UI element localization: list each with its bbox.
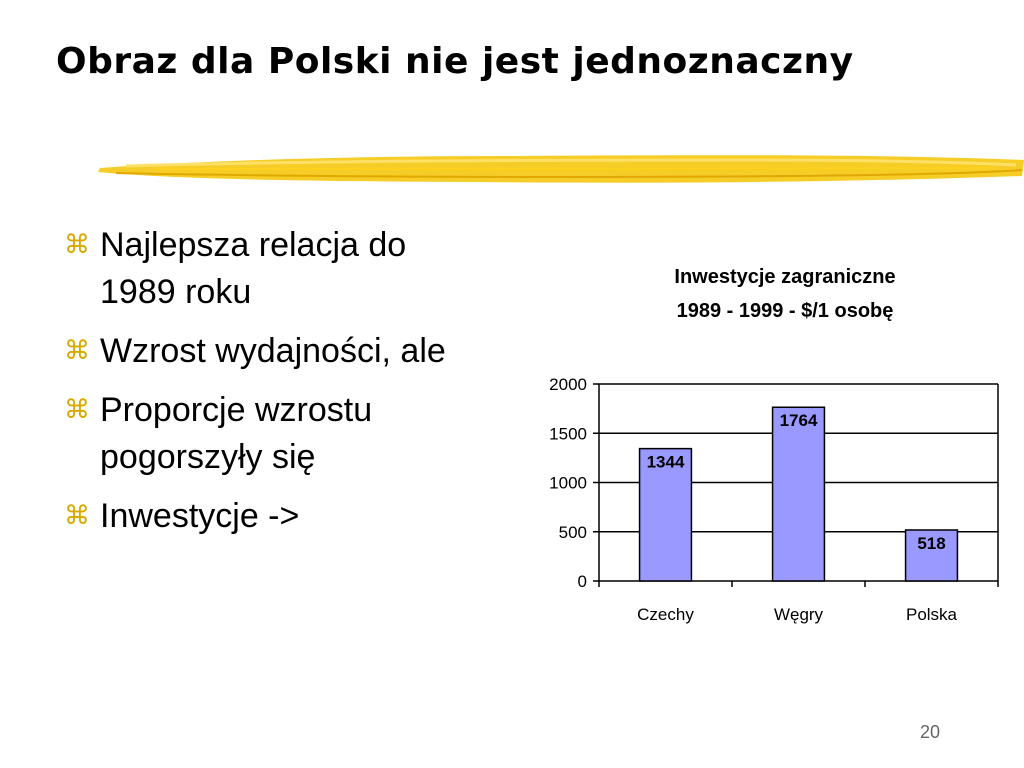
bullet-text: Najlepsza relacja do 1989 roku <box>100 226 407 311</box>
page-number: 20 <box>920 722 941 742</box>
bullet-icon: ⌘ <box>64 501 90 531</box>
slide-title: Obraz dla Polski nie jest jednoznaczny <box>56 41 854 82</box>
bullet-text: Proporcje wzrostu pogorszyły się <box>100 391 373 476</box>
x-tick-label: Polska <box>906 605 958 624</box>
bullet-icon: ⌘ <box>64 230 90 260</box>
bullet-item: ⌘ Wzrost wydajności, ale <box>62 328 482 375</box>
y-tick-label: 2000 <box>549 375 587 394</box>
y-tick-label: 1000 <box>549 474 587 493</box>
bar <box>771 406 826 582</box>
data-label: 1344 <box>647 453 685 472</box>
chart-title-line-1: Inwestycje zagraniczne <box>674 266 896 288</box>
bullet-item: ⌘ Najlepsza relacja do 1989 roku <box>62 222 482 316</box>
bullet-icon: ⌘ <box>64 336 90 366</box>
data-label-box <box>642 450 690 473</box>
chart-title-line-2: 1989 - 1999 - $/1 osobę <box>676 300 894 322</box>
yellow-brush-stroke <box>98 155 1024 183</box>
bullet-icon: ⌘ <box>64 395 90 425</box>
bullet-item: ⌘ Inwestycje -> <box>62 493 482 540</box>
x-tick-label: Węgry <box>774 605 824 624</box>
bullet-item: ⌘ Proporcje wzrostu pogorszyły się <box>62 387 482 481</box>
data-label-box <box>775 409 823 432</box>
bullet-text: Wzrost wydajności, ale <box>100 332 446 370</box>
y-tick-label: 1500 <box>549 424 587 443</box>
data-label: 518 <box>917 534 945 553</box>
y-tick-label: 0 <box>578 572 587 591</box>
y-tick-label: 500 <box>559 523 587 542</box>
bullet-text: Inwestycje -> <box>100 497 300 535</box>
data-label: 1764 <box>780 411 818 430</box>
x-tick-label: Czechy <box>637 605 694 624</box>
data-label-box <box>908 531 956 554</box>
chart-title: Inwestycje zagraniczne 1989 - 1999 - $/1… <box>590 260 980 328</box>
bullet-list: ⌘ Najlepsza relacja do 1989 roku ⌘ Wzros… <box>62 222 482 552</box>
